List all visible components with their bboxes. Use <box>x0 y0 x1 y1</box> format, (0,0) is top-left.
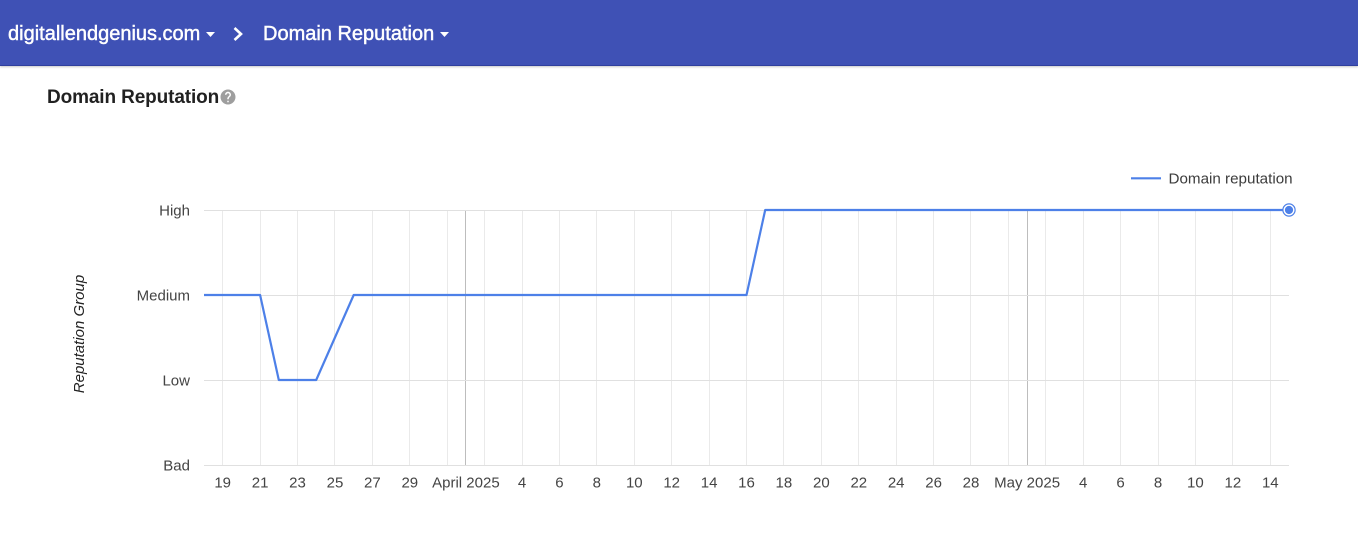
svg-text:14: 14 <box>1262 475 1279 492</box>
svg-text:8: 8 <box>593 475 601 492</box>
svg-text:25: 25 <box>327 475 344 492</box>
svg-text:6: 6 <box>555 475 563 492</box>
svg-text:April 2025: April 2025 <box>432 475 500 492</box>
svg-text:21: 21 <box>252 475 269 492</box>
svg-text:28: 28 <box>963 475 980 492</box>
svg-text:12: 12 <box>663 475 680 492</box>
svg-text:Medium: Medium <box>137 288 190 305</box>
svg-text:6: 6 <box>1116 475 1124 492</box>
svg-text:Low: Low <box>162 373 190 390</box>
svg-text:22: 22 <box>850 475 867 492</box>
svg-text:23: 23 <box>289 475 306 492</box>
svg-text:16: 16 <box>738 475 755 492</box>
svg-text:10: 10 <box>1187 475 1204 492</box>
svg-text:14: 14 <box>701 475 718 492</box>
svg-text:19: 19 <box>214 475 231 492</box>
svg-text:Domain reputation: Domain reputation <box>1169 171 1293 188</box>
svg-text:26: 26 <box>925 475 942 492</box>
svg-text:High: High <box>159 203 190 220</box>
svg-text:12: 12 <box>1225 475 1242 492</box>
svg-text:18: 18 <box>776 475 793 492</box>
svg-text:8: 8 <box>1154 475 1162 492</box>
svg-text:Bad: Bad <box>163 458 190 475</box>
svg-text:May 2025: May 2025 <box>994 475 1060 492</box>
svg-text:4: 4 <box>518 475 526 492</box>
svg-text:10: 10 <box>626 475 643 492</box>
svg-text:27: 27 <box>364 475 381 492</box>
svg-text:4: 4 <box>1079 475 1087 492</box>
svg-text:29: 29 <box>401 475 418 492</box>
svg-text:24: 24 <box>888 475 905 492</box>
svg-text:20: 20 <box>813 475 830 492</box>
svg-text:Reputation Group: Reputation Group <box>71 275 88 393</box>
